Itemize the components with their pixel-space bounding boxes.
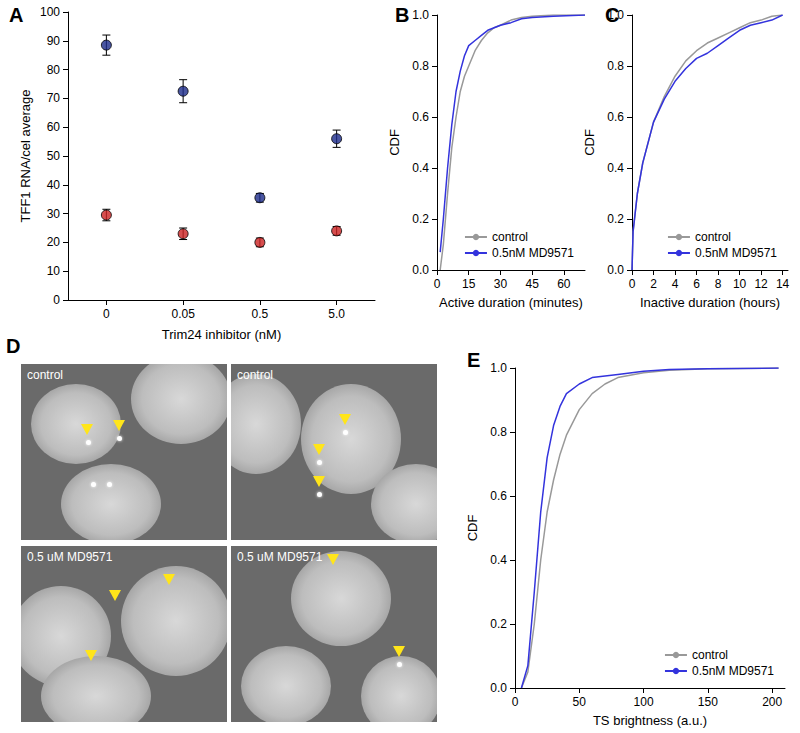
svg-text:0: 0 (53, 293, 60, 307)
svg-text:0.6: 0.6 (412, 110, 429, 124)
svg-text:30: 30 (494, 277, 508, 291)
svg-text:CDF: CDF (582, 129, 597, 156)
svg-text:0.2: 0.2 (490, 617, 507, 631)
svg-text:12: 12 (754, 277, 768, 291)
svg-text:50: 50 (47, 149, 61, 163)
svg-text:TFF1 RNA/cel average: TFF1 RNA/cel average (18, 90, 33, 223)
svg-text:C: C (605, 4, 619, 26)
svg-text:0.05: 0.05 (171, 307, 195, 321)
svg-text:0: 0 (434, 277, 441, 291)
svg-text:15: 15 (462, 277, 476, 291)
svg-text:150: 150 (698, 695, 718, 709)
svg-text:8: 8 (715, 277, 722, 291)
svg-text:100: 100 (634, 695, 654, 709)
svg-text:0.8: 0.8 (490, 425, 507, 439)
svg-text:60: 60 (47, 120, 61, 134)
svg-text:40: 40 (47, 178, 61, 192)
svg-text:80: 80 (47, 63, 61, 77)
svg-text:0.0: 0.0 (412, 263, 429, 277)
svg-text:10: 10 (733, 277, 747, 291)
svg-text:0.5nM MD9571: 0.5nM MD9571 (692, 664, 774, 678)
html-text:0.5 uM MD9571: 0.5 uM MD9571 (27, 550, 113, 564)
svg-text:30: 30 (47, 207, 61, 221)
svg-text:100: 100 (40, 5, 60, 19)
svg-text:1.0: 1.0 (490, 361, 507, 375)
html-text:control: control (237, 368, 273, 382)
svg-text:0: 0 (512, 695, 519, 709)
svg-text:TS brightness (a.u.): TS brightness (a.u.) (593, 713, 707, 728)
svg-text:10: 10 (47, 264, 61, 278)
svg-text:2: 2 (650, 277, 657, 291)
svg-text:6: 6 (693, 277, 700, 291)
svg-text:0.5nM MD9571: 0.5nM MD9571 (695, 246, 777, 260)
svg-text:Trim24 inhibitor (nM): Trim24 inhibitor (nM) (162, 327, 281, 342)
svg-text:45: 45 (525, 277, 539, 291)
svg-text:A: A (9, 4, 23, 26)
svg-text:70: 70 (47, 91, 61, 105)
svg-text:B: B (395, 4, 409, 26)
svg-text:0: 0 (629, 277, 636, 291)
svg-text:0.5nM MD9571: 0.5nM MD9571 (492, 246, 574, 260)
html-text:0.5 uM MD9571: 0.5 uM MD9571 (237, 550, 323, 564)
svg-text:0.4: 0.4 (412, 161, 429, 175)
svg-text:0.2: 0.2 (412, 212, 429, 226)
svg-text:20: 20 (47, 235, 61, 249)
svg-text:0.0: 0.0 (490, 681, 507, 695)
svg-text:14: 14 (776, 277, 790, 291)
svg-text:control: control (695, 230, 731, 244)
svg-text:E: E (467, 349, 480, 371)
svg-text:90: 90 (47, 34, 61, 48)
svg-text:200: 200 (762, 695, 782, 709)
svg-text:0.6: 0.6 (490, 489, 507, 503)
svg-text:50: 50 (573, 695, 587, 709)
svg-text:0.4: 0.4 (607, 161, 624, 175)
svg-text:0: 0 (103, 307, 110, 321)
html-text:control: control (27, 368, 63, 382)
svg-text:CDF: CDF (387, 129, 402, 156)
svg-text:0.8: 0.8 (412, 59, 429, 73)
svg-text:0.6: 0.6 (607, 110, 624, 124)
svg-text:Inactive duration (hours): Inactive duration (hours) (640, 295, 780, 310)
svg-text:0.2: 0.2 (607, 212, 624, 226)
svg-text:CDF: CDF (465, 515, 480, 542)
html-text:D: D (6, 335, 21, 357)
svg-text:control: control (492, 230, 528, 244)
svg-text:0.8: 0.8 (607, 59, 624, 73)
svg-text:5.0: 5.0 (328, 307, 345, 321)
svg-text:0.4: 0.4 (490, 553, 507, 567)
svg-text:0.5: 0.5 (252, 307, 269, 321)
svg-text:Active duration (minutes): Active duration (minutes) (439, 295, 583, 310)
svg-text:60: 60 (557, 277, 571, 291)
svg-text:1.0: 1.0 (412, 8, 429, 22)
svg-text:0.0: 0.0 (607, 263, 624, 277)
svg-text:control: control (692, 648, 728, 662)
svg-text:4: 4 (672, 277, 679, 291)
